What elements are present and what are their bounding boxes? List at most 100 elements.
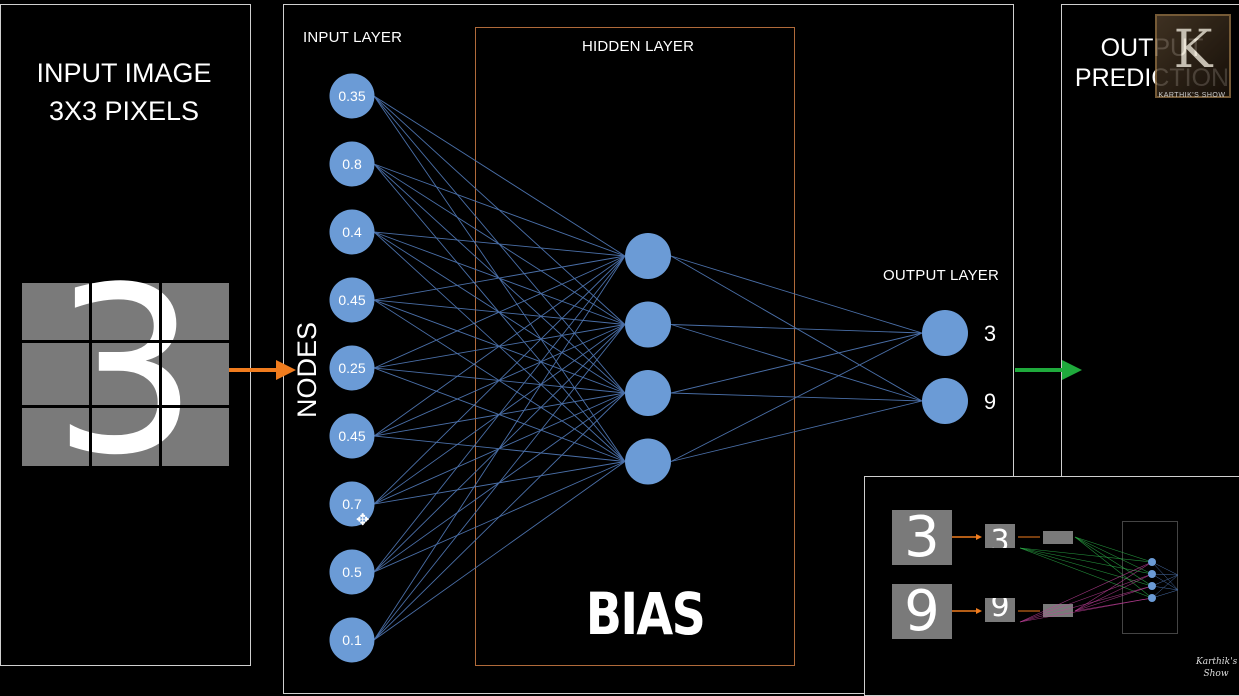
edge xyxy=(670,400,923,462)
output-node xyxy=(922,378,968,424)
input-arrow-head xyxy=(276,360,296,380)
output-node xyxy=(922,310,968,356)
bias-label: BIAS xyxy=(585,580,706,648)
inset-mini-top: 3 xyxy=(985,524,1015,548)
inset-hidden-node xyxy=(1148,594,1156,602)
hidden-layer-box xyxy=(475,27,795,666)
inset-arrow-head xyxy=(976,608,982,614)
output-layer-label: OUTPUT LAYER xyxy=(883,267,1000,284)
pixel xyxy=(162,343,229,405)
input-node-value: 0.45 xyxy=(338,292,365,308)
input-node xyxy=(329,73,375,119)
input-node xyxy=(329,209,375,255)
inset-edge xyxy=(1151,585,1179,591)
input-node xyxy=(329,345,375,391)
edge xyxy=(670,324,923,334)
input-node-value: 0.7 xyxy=(342,496,362,512)
edge xyxy=(373,255,626,301)
pixel xyxy=(22,343,89,405)
input-node xyxy=(329,141,375,187)
inset-edge xyxy=(1019,547,1153,563)
watermark-logo: K xyxy=(1155,14,1231,98)
pixel xyxy=(92,343,159,405)
input-node xyxy=(329,617,375,663)
input-node-value: 0.1 xyxy=(342,632,362,648)
hidden-node xyxy=(625,438,671,485)
input-node-value: 0.8 xyxy=(342,156,362,172)
edge xyxy=(373,255,626,505)
edge xyxy=(670,332,923,462)
inset-edge xyxy=(1074,585,1153,612)
inset-edge xyxy=(1019,585,1153,623)
signature: Karthik's Show xyxy=(1196,657,1238,679)
pixel-grid xyxy=(22,283,229,466)
input-node xyxy=(329,413,375,459)
inset-edge xyxy=(1151,573,1179,591)
pixel-grid-lines xyxy=(22,283,229,466)
inset-edge xyxy=(1074,573,1153,612)
inset-edge xyxy=(1151,574,1179,599)
input-digit: 3 xyxy=(52,239,199,506)
edge xyxy=(670,255,923,334)
input-node-value: 0.25 xyxy=(338,360,365,376)
hidden-node xyxy=(625,301,671,348)
flow-arrows xyxy=(229,360,1082,380)
inset-hidden-node xyxy=(1148,582,1156,590)
network-edges xyxy=(373,95,923,641)
inset-hidden-node xyxy=(1148,558,1156,566)
pixel xyxy=(162,283,229,340)
pixel xyxy=(92,283,159,340)
inset-arrow-head xyxy=(976,534,982,540)
edge xyxy=(373,461,626,641)
input-image-title-line1: INPUT IMAGE xyxy=(36,58,212,88)
move-cursor-icon: ✥ xyxy=(356,512,370,529)
edge xyxy=(373,95,626,257)
edge xyxy=(373,392,626,641)
inset-edge xyxy=(1074,561,1153,612)
input-layer-label: INPUT LAYER xyxy=(303,29,403,46)
inset-edge xyxy=(1019,561,1153,623)
inset-edge xyxy=(1019,547,1153,599)
inset-edge xyxy=(1151,574,1179,587)
inset-digit-top: 3 xyxy=(892,510,952,566)
hidden-node xyxy=(625,370,671,416)
inset-edge xyxy=(1151,589,1179,599)
input-node xyxy=(329,481,375,527)
inset-edge xyxy=(1074,536,1153,587)
edge xyxy=(373,163,626,257)
pixel xyxy=(92,408,159,466)
inset-edge xyxy=(1151,561,1179,576)
edge xyxy=(373,255,626,641)
watermark-letter: K xyxy=(1173,20,1213,80)
output-node-label: 3 xyxy=(984,321,996,346)
inset-mini-bottom: 9 xyxy=(985,598,1015,622)
input-node-value: 0.45 xyxy=(338,428,365,444)
pixel xyxy=(162,408,229,466)
input-node xyxy=(329,549,375,595)
inset-edge xyxy=(1019,573,1153,623)
edge xyxy=(670,332,923,394)
inset-edge xyxy=(1074,536,1153,575)
network-nodes: 0.35 0.8 0.4 0.45 0.25 0.45 0.7 0.5 0.1 3 9 xyxy=(329,73,996,663)
inset-edge xyxy=(1019,547,1153,587)
input-image-title: INPUT IMAGE 3X3 PIXELS xyxy=(0,54,248,130)
edge xyxy=(373,255,626,369)
input-node-value: 0.5 xyxy=(342,564,362,580)
inset-edge xyxy=(1019,547,1153,575)
inset-edge xyxy=(1151,573,1179,576)
inset-edge xyxy=(1074,536,1153,563)
output-arrow-head xyxy=(1062,360,1082,380)
inset-edge xyxy=(1151,561,1179,591)
inset-edge xyxy=(1019,597,1153,623)
input-image-title-line2: 3X3 PIXELS xyxy=(48,96,200,126)
edge xyxy=(373,231,626,257)
input-node xyxy=(329,277,375,323)
hidden-node xyxy=(625,233,671,279)
input-node-value: 0.35 xyxy=(338,88,365,104)
watermark-text: KARTHIK'S SHOW xyxy=(1158,92,1226,99)
edge xyxy=(373,324,626,641)
inset-small-top xyxy=(1043,531,1073,544)
pixel xyxy=(22,408,89,466)
